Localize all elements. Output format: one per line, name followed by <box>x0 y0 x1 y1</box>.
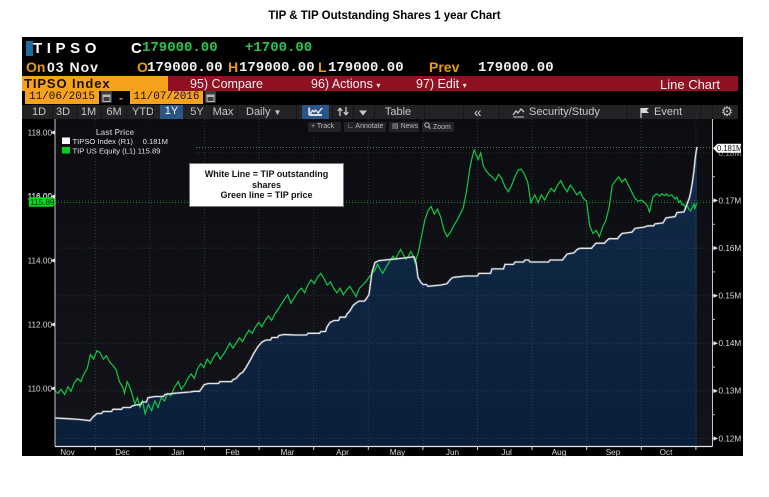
svg-text:TIP US Equity (L1) 115.89: TIP US Equity (L1) 115.89 <box>73 146 161 155</box>
svg-text:0.181M: 0.181M <box>717 144 742 153</box>
svg-text:Mar: Mar <box>280 447 294 456</box>
svg-text:0.12M: 0.12M <box>719 434 742 443</box>
svg-text:Jan: Jan <box>171 447 185 456</box>
svg-text:116.00: 116.00 <box>28 192 53 201</box>
svg-text:Jun: Jun <box>446 447 460 456</box>
svg-text:Aug: Aug <box>552 447 567 456</box>
svg-text:0.15M: 0.15M <box>719 291 742 300</box>
svg-text:TIPSO Index (R1): TIPSO Index (R1) <box>73 137 134 146</box>
svg-text:112.00: 112.00 <box>28 320 53 329</box>
svg-text:115.89: 115.89 <box>30 198 55 207</box>
svg-text:116.00: 116.00 <box>28 192 53 201</box>
svg-text:Last Price: Last Price <box>96 128 135 137</box>
svg-text:0.13M: 0.13M <box>719 386 742 395</box>
svg-text:0.16M: 0.16M <box>719 243 742 252</box>
svg-text:0.18M: 0.18M <box>719 149 742 158</box>
svg-text:Jul: Jul <box>501 447 512 456</box>
svg-text:Nov: Nov <box>60 447 75 456</box>
svg-text:May: May <box>390 447 406 456</box>
svg-text:Feb: Feb <box>225 447 240 456</box>
svg-text:114.00: 114.00 <box>28 256 53 265</box>
svg-text:0.17M: 0.17M <box>719 196 742 205</box>
svg-text:0.181M: 0.181M <box>143 137 168 146</box>
svg-text:Oct: Oct <box>660 447 673 456</box>
svg-text:0.14M: 0.14M <box>719 339 742 348</box>
svg-text:118.00: 118.00 <box>28 128 53 137</box>
svg-text:Apr: Apr <box>336 447 349 456</box>
svg-text:Sep: Sep <box>606 447 621 456</box>
svg-text:110.00: 110.00 <box>28 384 53 393</box>
svg-text:Dec: Dec <box>115 447 130 456</box>
